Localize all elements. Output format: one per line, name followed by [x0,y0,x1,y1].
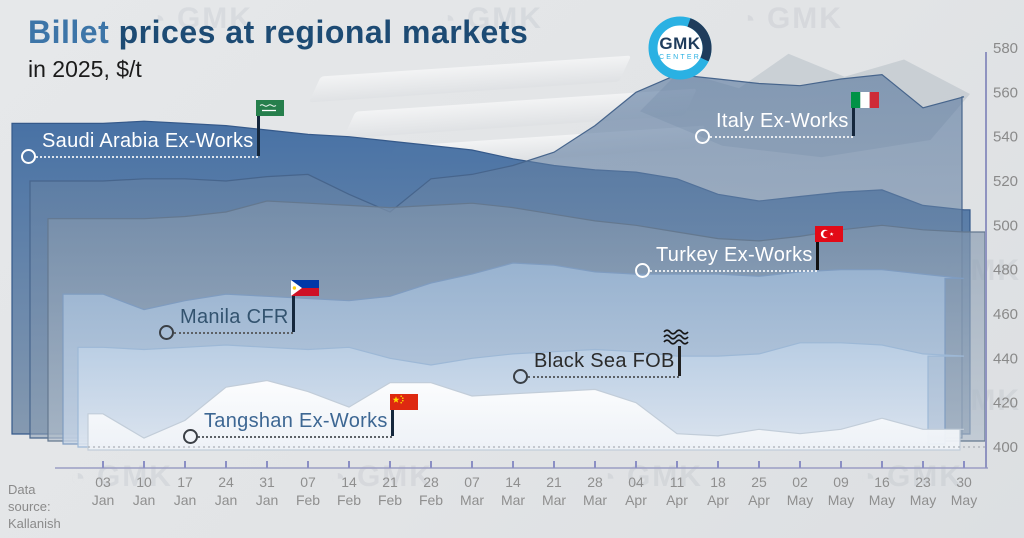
y-axis-tick-label: 520 [993,173,1018,190]
series-label-text: Black Sea FOB [534,350,675,372]
gmk-center-logo: GMK CENTER [646,14,714,82]
y-axis-tick-label: 400 [993,439,1018,456]
logo-text-gmk: GMK [659,34,701,53]
x-axis-tick-month: Apr [625,492,647,508]
title-accent: Billet [28,14,110,50]
x-axis-tick-day: 28 [423,474,439,490]
philippines-flag-icon [290,280,319,296]
x-axis-tick-month: May [869,492,895,508]
flag-pole [390,410,394,436]
x-axis-tick-day: 14 [505,474,521,490]
x-axis-tick-day: 28 [587,474,603,490]
x-axis-tick-day: 30 [956,474,972,490]
logo-text-center: CENTER [659,54,701,61]
x-axis-tick-month: May [828,492,854,508]
x-axis-tick-day: 03 [95,474,111,490]
y-axis-tick-label: 440 [993,350,1018,367]
x-axis-tick-day: 11 [670,474,685,490]
y-axis-tick-label: 460 [993,306,1018,323]
series-label-turkey: Turkey Ex-Works [635,226,843,278]
x-axis-tick-month: Jan [174,492,197,508]
page-title: Billet prices at regional markets [28,14,528,51]
x-axis-tick-day: 09 [833,474,849,490]
x-axis-tick-month: Jan [256,492,279,508]
gmk-logo-ring-icon [648,16,712,80]
x-axis-tick-month: Mar [501,492,525,508]
x-axis-tick-day: 07 [300,474,316,490]
series-area-tangshan [87,379,964,451]
series-label-manila: Manila CFR [159,280,319,340]
x-axis-tick-day: 17 [177,474,193,490]
waves-icon [662,328,689,346]
x-axis-tick-day: 14 [341,474,357,490]
x-axis-tick-day: 21 [546,474,562,490]
x-axis-tick-month: Feb [337,492,361,508]
x-axis-tick-day: 24 [218,474,234,490]
x-axis-tick-day: 16 [874,474,890,490]
y-axis-tick-label: 560 [993,84,1018,101]
saudi-arabia-flag-icon [255,100,284,116]
x-axis-tick-month: Feb [378,492,402,508]
series-label-italy: Italy Ex-Works [695,92,879,144]
series-label-text: Saudi Arabia Ex-Works [42,130,254,152]
x-axis-tick-day: 25 [751,474,767,490]
flag-pole [291,296,295,332]
y-axis-tick-label: 540 [993,129,1018,146]
x-axis-tick-day: 02 [792,474,808,490]
x-axis-tick-month: Mar [542,492,566,508]
x-axis-tick-day: 18 [710,474,726,490]
series-label-text: Italy Ex-Works [716,110,849,132]
y-axis-tick-label: 500 [993,217,1018,234]
x-axis-tick-month: Feb [419,492,443,508]
flag-pole [851,108,855,136]
flag-pole [815,242,819,270]
x-axis-tick-month: Apr [707,492,729,508]
x-axis-tick-month: Mar [583,492,607,508]
series-marker [21,149,36,164]
series-label-tangshan: Tangshan Ex-Works [183,394,418,444]
x-axis-tick-day: 23 [915,474,931,490]
x-axis-tick-month: Jan [215,492,238,508]
series-label-text: Turkey Ex-Works [656,244,813,266]
y-axis-tick-label: 420 [993,395,1018,412]
series-marker [695,129,710,144]
x-axis-tick-month: May [787,492,813,508]
x-axis-tick-day: 07 [464,474,480,490]
x-axis-tick-day: 21 [382,474,398,490]
title-rest: prices at regional markets [109,14,529,50]
series-marker [513,369,528,384]
turkey-flag-icon [814,226,843,242]
page-subtitle: in 2025, $/t [28,56,142,82]
series-label-text: Manila CFR [180,306,289,328]
x-axis-tick-month: Mar [460,492,484,508]
x-axis-tick-month: May [951,492,977,508]
x-axis-tick-month: Feb [296,492,320,508]
y-axis-tick-label: 480 [993,262,1018,279]
china-flag-icon [389,394,418,410]
x-axis-tick-day: 04 [628,474,644,490]
series-marker [183,429,198,444]
x-axis-tick-month: Jan [133,492,156,508]
flag-pole [256,116,260,156]
x-axis-tick-month: Apr [748,492,770,508]
flag-pole [677,346,681,376]
y-axis-tick-label: 580 [993,40,1018,57]
series-label-text: Tangshan Ex-Works [204,410,388,432]
x-axis-tick-month: May [910,492,936,508]
series-label-saudi-arabia: Saudi Arabia Ex-Works [21,100,284,164]
series-marker [635,263,650,278]
series-label-black-sea: Black Sea FOB [513,329,689,384]
x-axis-tick-month: Jan [92,492,115,508]
x-axis-tick-day: 10 [136,474,152,490]
data-source-note: Data source: Kallanish [8,482,61,531]
italy-flag-icon [850,92,879,108]
series-marker [159,325,174,340]
x-axis-tick-month: Apr [666,492,688,508]
x-axis-tick-day: 31 [259,474,275,490]
